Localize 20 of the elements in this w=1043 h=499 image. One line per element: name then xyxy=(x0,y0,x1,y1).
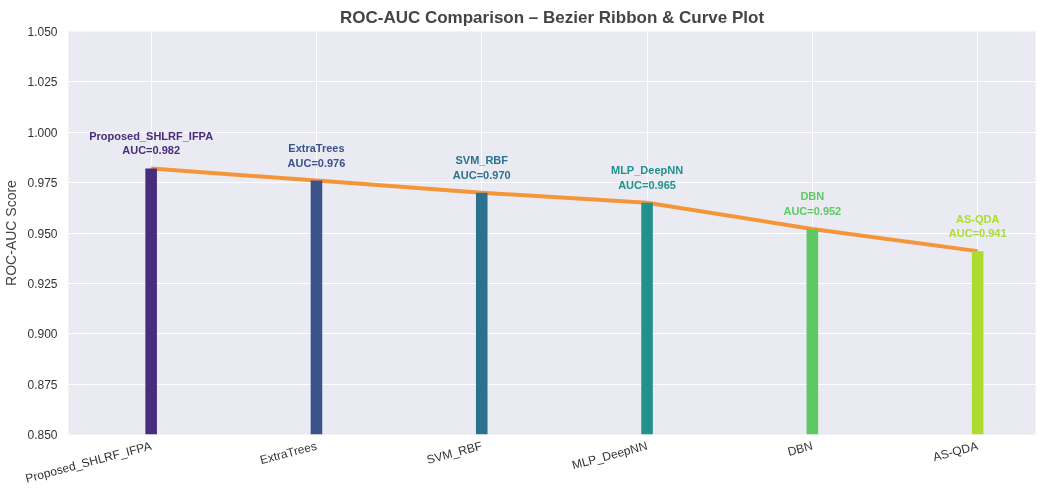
y-axis-title: ROC-AUC Score xyxy=(3,179,20,286)
y-tick-label: 1.050 xyxy=(27,25,58,39)
data-label: DBN AUC=0.952 xyxy=(783,190,842,217)
y-tick-label: 0.975 xyxy=(27,176,58,191)
y-tick-label: 1.025 xyxy=(27,75,58,90)
y-tick-label: 0.875 xyxy=(27,377,58,392)
data-label: MLP_DeepNN AUC=0.965 xyxy=(610,164,684,191)
data-label: Proposed_SHLRF_IFPA AUC=0.982 xyxy=(89,130,214,157)
data-label: SVM_RBF AUC=0.970 xyxy=(452,154,511,181)
data-label: ExtraTrees AUC=0.976 xyxy=(287,142,346,169)
y-tick-label: 0.850 xyxy=(27,428,58,442)
data-label: AS-QDA AUC=0.941 xyxy=(948,212,1007,240)
y-tick-label: 1.000 xyxy=(27,125,58,140)
x-tick-label: ExtraTrees xyxy=(258,438,319,468)
x-tick-label: AS-QDA xyxy=(931,438,980,465)
y-tick-label: 0.900 xyxy=(27,327,58,342)
y-tick-label: 0.950 xyxy=(27,226,58,241)
chart-title: ROC-AUC Comparison – Bezier Ribbon & Curve Plot xyxy=(339,7,765,27)
y-tick-label: 0.925 xyxy=(27,276,58,291)
x-tick-label: DBN xyxy=(786,438,815,459)
